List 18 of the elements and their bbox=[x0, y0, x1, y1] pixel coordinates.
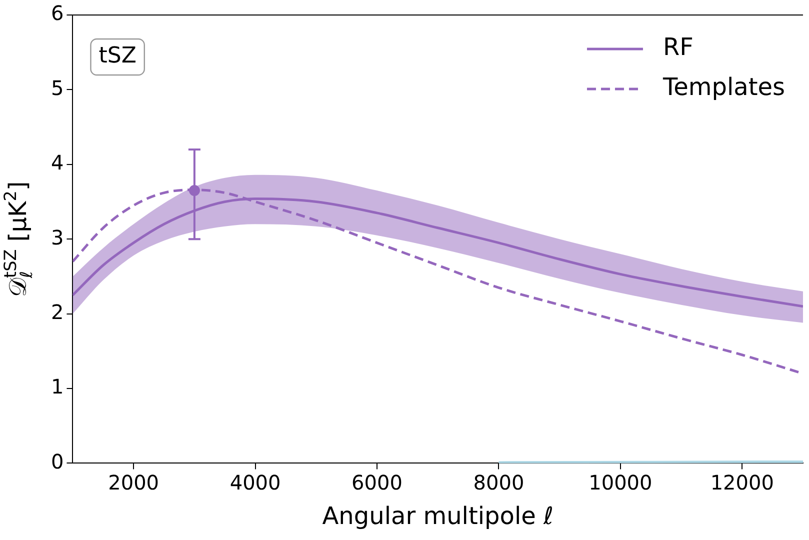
y-tick-label: 1 bbox=[50, 374, 64, 399]
y-tick-label: 2 bbox=[50, 300, 64, 324]
y-axis-title: 𝒟ℓtSZ [μK2] bbox=[0, 181, 36, 297]
legend-label: RF bbox=[662, 33, 694, 62]
y-tick-label: 6 bbox=[50, 1, 64, 26]
x-tick-label: 4000 bbox=[230, 470, 281, 494]
x-tick-label: 6000 bbox=[352, 470, 402, 494]
y-tick-label: 4 bbox=[50, 150, 64, 175]
y-tick-label: 3 bbox=[50, 225, 64, 250]
x-tick-label: 12000 bbox=[710, 470, 774, 494]
x-tick-label: 8000 bbox=[473, 470, 524, 494]
x-tick-label: 10000 bbox=[588, 470, 652, 494]
y-tick-label: 5 bbox=[50, 76, 64, 100]
x-axis-title: Angular multipole ℓ bbox=[322, 502, 554, 530]
annotation: tSZ bbox=[98, 44, 136, 69]
x-tick-label: 2000 bbox=[108, 470, 160, 494]
y-tick-label: 0 bbox=[50, 449, 64, 474]
legend-label: Templates bbox=[662, 73, 785, 102]
